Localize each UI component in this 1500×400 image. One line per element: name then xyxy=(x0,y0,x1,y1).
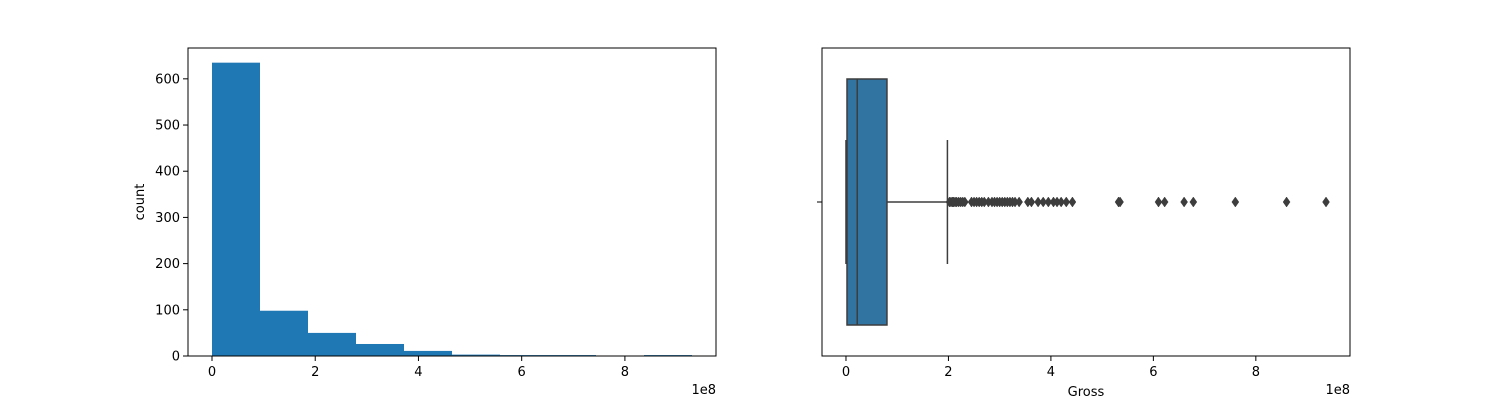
boxplot-x-tick-label: 8 xyxy=(1252,365,1260,380)
histogram-panel: 0 2 4 6 8 0 100 200 300 400 500 600 count 1e8 xyxy=(133,47,717,398)
boxplot-outlier-point xyxy=(1044,196,1053,208)
histogram-x-tick-label: 4 xyxy=(414,365,422,380)
boxplot-outlier-point xyxy=(1322,196,1330,208)
histogram-bar xyxy=(452,354,500,356)
histogram-x-offset-label: 1e8 xyxy=(691,383,716,398)
boxplot-outlier-point xyxy=(1027,196,1036,208)
boxplot-elements xyxy=(845,78,949,326)
histogram-bar xyxy=(308,332,356,356)
histogram-y-tick-label: 100 xyxy=(155,303,180,318)
histogram-y-axis-label: count xyxy=(133,184,148,221)
histogram-bar xyxy=(260,310,308,356)
histogram-x-tick-label: 8 xyxy=(621,365,629,380)
boxplot-outlier-point xyxy=(1062,196,1071,208)
boxplot-panel: 0 2 4 6 8 Gross 1e8 xyxy=(817,47,1351,400)
boxplot-outliers xyxy=(945,196,1330,208)
histogram-y-tick-label: 0 xyxy=(172,350,180,365)
boxplot-outlier-point xyxy=(1039,196,1048,208)
boxplot-x-axis-label: Gross xyxy=(1068,385,1105,400)
boxplot-outlier-point xyxy=(1160,196,1169,208)
boxplot-x-tick-label: 0 xyxy=(842,365,850,380)
histogram-bar xyxy=(404,350,452,356)
boxplot-box xyxy=(846,78,888,326)
boxplot-outlier-point xyxy=(961,196,969,208)
boxplot-outlier-point xyxy=(1154,196,1163,208)
boxplot-x-tick-label: 4 xyxy=(1047,365,1055,380)
histogram-bars xyxy=(212,62,692,357)
histogram-x-ticks: 0 2 4 6 8 xyxy=(208,356,629,380)
histogram-y-tick-label: 300 xyxy=(155,211,180,226)
boxplot-x-tick-label: 6 xyxy=(1149,365,1157,380)
boxplot-outlier-point xyxy=(1116,196,1124,208)
boxplot-x-offset-label: 1e8 xyxy=(1325,383,1350,398)
boxplot-x-tick-label: 2 xyxy=(944,365,952,380)
boxplot-outlier-point xyxy=(1189,196,1198,208)
histogram-x-tick-label: 2 xyxy=(311,365,319,380)
histogram-x-tick-label: 6 xyxy=(518,365,526,380)
boxplot-outlier-point xyxy=(1180,196,1188,208)
boxplot-outlier-point xyxy=(1231,196,1240,208)
boxplot-x-ticks: 0 2 4 6 8 xyxy=(842,356,1260,380)
boxplot-outlier-point xyxy=(1282,196,1291,208)
boxplot-outlier-point xyxy=(1068,196,1077,208)
histogram-y-tick-label: 600 xyxy=(155,72,180,87)
histogram-x-tick-label: 0 xyxy=(208,365,216,380)
histogram-bar xyxy=(356,343,404,356)
histogram-frame xyxy=(187,47,717,357)
histogram-y-tick-label: 400 xyxy=(155,165,180,180)
histogram-bar xyxy=(212,62,260,357)
boxplot-outlier-point xyxy=(1034,196,1042,208)
boxplot-outlier-point xyxy=(1057,196,1065,208)
histogram-y-tick-label: 500 xyxy=(155,119,180,134)
boxplot-outlier-point xyxy=(1015,196,1023,208)
histogram-y-ticks: 0 100 200 300 400 500 600 xyxy=(155,72,188,365)
histogram-y-tick-label: 200 xyxy=(155,257,180,272)
